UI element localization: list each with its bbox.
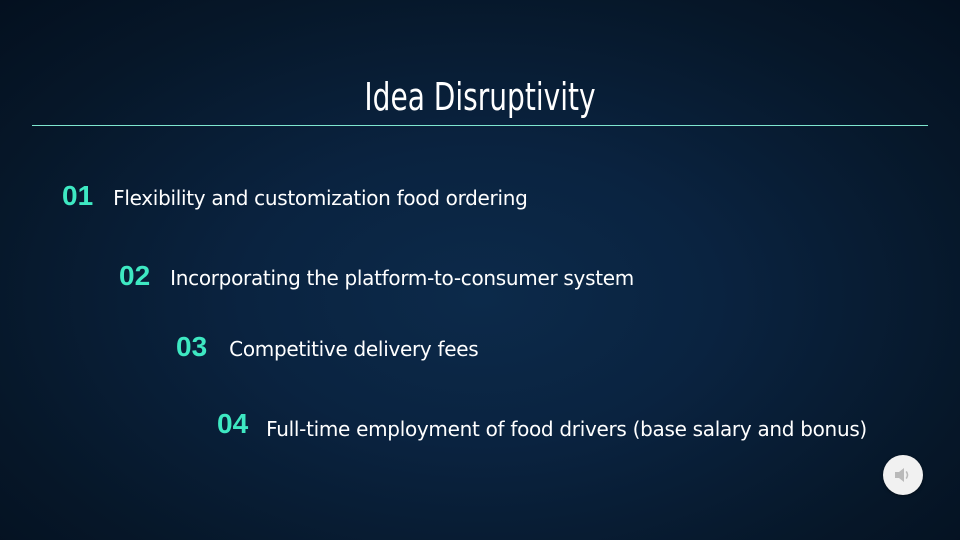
audio-button[interactable] (883, 455, 923, 495)
title-divider (32, 125, 928, 126)
item-text: Flexibility and customization food order… (113, 186, 528, 210)
item-number: 03 (176, 331, 208, 362)
item-number: 01 (62, 180, 94, 211)
item-number: 02 (119, 260, 151, 291)
list-item: 04 Full-time employment of food drivers … (217, 408, 867, 441)
item-number: 04 (217, 408, 249, 439)
list-item: 03 Competitive delivery fees (176, 331, 479, 363)
speaker-icon (893, 466, 913, 484)
item-text: Incorporating the platform-to-consumer s… (170, 266, 634, 290)
slide-title: Idea Disruptivity (364, 75, 596, 119)
item-text: Full-time employment of food drivers (ba… (266, 417, 867, 441)
list-item: 02 Incorporating the platform-to-consume… (119, 260, 634, 292)
item-text: Competitive delivery fees (229, 337, 479, 361)
list-item: 01 Flexibility and customization food or… (62, 180, 528, 212)
